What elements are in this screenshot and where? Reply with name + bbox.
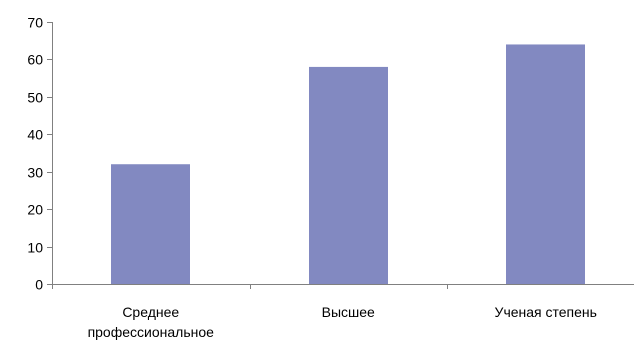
y-tick-label: 30 bbox=[27, 165, 43, 181]
bar-3 bbox=[506, 44, 585, 285]
y-tick-label: 10 bbox=[27, 240, 43, 256]
x-category-label: Ученая степень bbox=[495, 304, 597, 320]
x-category-label: Среднее профессиональное bbox=[88, 304, 215, 340]
y-axis: 0 10 20 30 40 50 60 70 bbox=[27, 15, 53, 293]
x-axis bbox=[52, 284, 634, 289]
y-tick-label: 0 bbox=[35, 277, 43, 293]
y-tick-label: 40 bbox=[27, 127, 43, 143]
bars bbox=[111, 44, 585, 285]
category-labels: Среднее профессиональное Высшее Ученая степ… bbox=[88, 304, 597, 340]
y-tick-label: 20 bbox=[27, 202, 43, 218]
bar-2 bbox=[309, 66, 388, 285]
y-tick-label: 50 bbox=[27, 90, 43, 106]
y-tick-label: 60 bbox=[27, 52, 43, 68]
y-tick-label: 70 bbox=[27, 15, 43, 31]
x-category-label: Высшее bbox=[322, 304, 375, 320]
bar-1 bbox=[111, 164, 190, 284]
